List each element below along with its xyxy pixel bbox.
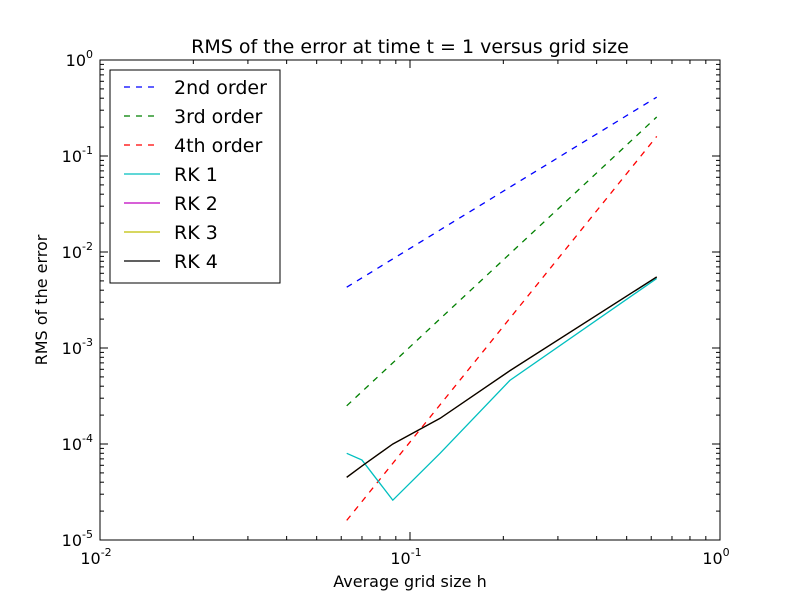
legend-label: 2nd order (174, 77, 267, 99)
y-tick-label: 10-5 (62, 528, 93, 550)
y-tick-label: 10-2 (62, 240, 93, 262)
legend-label: RK 4 (174, 251, 218, 273)
legend: 2nd order 3rd order 4th order RK 1 RK 2 RK 3 R… (109, 69, 281, 284)
legend-label: 3rd order (174, 106, 263, 128)
x-tick-label: 100 (702, 546, 729, 568)
series-line-3rd-order (346, 116, 658, 407)
series-line-4th-order (346, 135, 658, 521)
x-tick-label: 10-2 (80, 546, 111, 568)
y-tick-label: 10-1 (62, 144, 93, 166)
tick-labels-layer: 10-2 10-1 100 10-5 10-4 10-3 10-2 10-1 100 (62, 48, 730, 568)
x-tick-label: 10-1 (390, 546, 421, 568)
series-line-2nd-order (346, 96, 658, 288)
chart-title: RMS of the error at time t = 1 versus gr… (191, 36, 629, 58)
series-line-rk-4 (346, 276, 658, 478)
legend-label: RK 3 (174, 222, 218, 244)
legend-label: RK 1 (174, 164, 218, 186)
ticks-layer (99, 59, 721, 541)
legend-box (109, 69, 281, 284)
y-tick-label: 10-3 (62, 336, 93, 358)
legend-label: RK 2 (174, 193, 218, 215)
series-line-rk-1 (346, 277, 658, 502)
x-axis-label: Average grid size h (333, 572, 486, 591)
y-tick-label: 10-4 (62, 432, 93, 454)
series-layer (346, 96, 658, 521)
y-tick-label: 100 (66, 48, 93, 70)
legend-label: 4th order (174, 135, 262, 157)
y-axis-label: RMS of the error (32, 234, 51, 365)
